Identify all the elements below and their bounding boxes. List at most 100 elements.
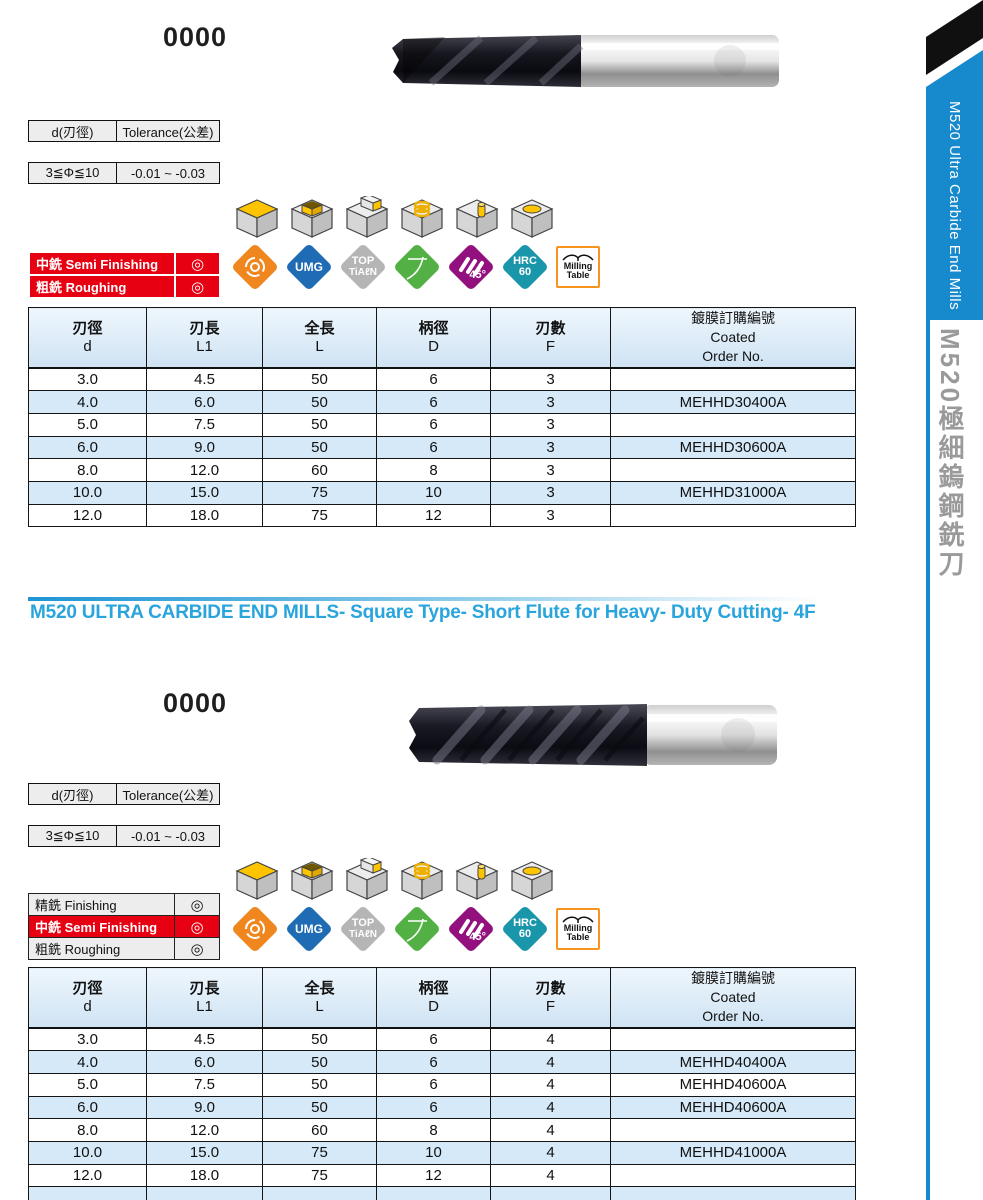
pocket-milling-icon bbox=[510, 199, 554, 238]
table-cell bbox=[490, 1186, 611, 1200]
table-cell: 50 bbox=[262, 366, 377, 392]
table-row: 3.0 4.5 50 6 3 bbox=[28, 366, 856, 392]
tolerance-value: -0.01 ~ -0.03 bbox=[116, 162, 220, 184]
table-row: 中銑 Semi Finishing ◎ bbox=[28, 251, 221, 276]
hardness-label: HRC bbox=[513, 255, 537, 267]
table-cell: 60 bbox=[262, 1118, 377, 1142]
table-cell: MEHHD40600A bbox=[610, 1072, 856, 1097]
table-row: 8.0 12.0 60 8 4 bbox=[28, 1118, 856, 1142]
col-header-flute-length: 刃長 L1 bbox=[146, 307, 263, 369]
grade-mark: ◎ bbox=[174, 251, 221, 276]
table-cell: 15.0 bbox=[146, 480, 263, 505]
table-cell: 75 bbox=[262, 1140, 377, 1165]
umg-label: UMG bbox=[295, 259, 323, 274]
endmill-photo bbox=[409, 704, 777, 766]
tolerance-header-table: d(刃徑) Tolerance(公差) bbox=[28, 120, 220, 142]
table-row: 6.0 9.0 50 6 3 MEHHD30600A bbox=[28, 435, 856, 460]
table-row: 8.0 12.0 60 8 3 bbox=[28, 458, 856, 482]
table-cell: MEHHD30400A bbox=[610, 390, 856, 414]
grade-label: 中銑 Semi Finishing bbox=[28, 251, 176, 276]
table-cell bbox=[262, 1186, 377, 1200]
table-cell: 10.0 bbox=[28, 480, 147, 505]
table-cell: 5.0 bbox=[28, 412, 147, 437]
table-row: 6.0 9.0 50 6 4 MEHHD40600A bbox=[28, 1095, 856, 1120]
diameter-range: 3≦Φ≦10 bbox=[28, 825, 117, 847]
table-row: 12.0 18.0 75 12 3 bbox=[28, 503, 856, 528]
feature-icons-row: UMG TOP TiAℓN 45° bbox=[230, 242, 600, 292]
table-cell: 50 bbox=[262, 1095, 377, 1120]
cutter-icon bbox=[230, 904, 280, 954]
table-cell bbox=[610, 1186, 856, 1200]
table-cell: 4 bbox=[490, 1163, 611, 1188]
product-code: 0000 bbox=[163, 22, 228, 52]
sidebar-tab: M520 Ultra Carbide End Mills bbox=[926, 50, 983, 320]
table-cell: 12 bbox=[376, 503, 491, 528]
table-cell: 50 bbox=[262, 1072, 377, 1097]
table-cell bbox=[610, 1118, 856, 1142]
helix-45-icon: 45° bbox=[446, 904, 496, 954]
table-row: 12.0 18.0 75 12 4 bbox=[28, 1163, 856, 1188]
col-header-diameter: 刃徑 d bbox=[28, 967, 147, 1029]
table-cell: 6.0 bbox=[28, 1095, 147, 1120]
table-cell: 4 bbox=[490, 1026, 611, 1052]
tolerance-value-table: 3≦Φ≦10 -0.01 ~ -0.03 bbox=[28, 825, 220, 847]
feature-icons-row: UMG TOP TiAℓN 45° bbox=[230, 904, 600, 954]
milling-table-label: Table bbox=[566, 270, 590, 280]
table-row: 5.0 7.5 50 6 3 bbox=[28, 412, 856, 437]
hardness-hrc60-icon: HRC 60 bbox=[500, 242, 550, 292]
application-grade-table: 精銑 Finishing ◎ 中銑 Semi Finishing ◎ 粗銑 Ro… bbox=[28, 893, 220, 960]
table-cell: 10 bbox=[376, 1140, 491, 1165]
col-header-shank: 柄徑 D bbox=[376, 307, 491, 369]
umg-material-icon: UMG bbox=[284, 904, 334, 954]
table-row bbox=[28, 1186, 856, 1200]
milling-table-icon: Milling Table bbox=[556, 908, 600, 950]
table-header-row: 刃徑 d 刃長 L1 全長 L 柄徑 D 刃數 F 鍍膜訂購編號 Coated Order N… bbox=[28, 967, 856, 1029]
hardness-hrc60-icon: HRC 60 bbox=[500, 904, 550, 954]
col-header-overall-length: 全長 L bbox=[262, 307, 377, 369]
table-header-row: 刃徑 d 刃長 L1 全長 L 柄徑 D 刃數 F 鍍膜訂購編號 Coated Order N… bbox=[28, 307, 856, 369]
col-header-flutes: 刃數 F bbox=[490, 967, 611, 1029]
top-tialn-coating-icon: TOP TiAℓN bbox=[338, 904, 388, 954]
table-cell: 15.0 bbox=[146, 1140, 263, 1165]
table-cell: 4 bbox=[490, 1072, 611, 1097]
table-cell: 6.0 bbox=[146, 390, 263, 414]
endmill-photo bbox=[392, 35, 779, 87]
table-cell: 6 bbox=[376, 1026, 491, 1052]
coating-label: TiAℓN bbox=[348, 929, 378, 940]
table-cell: 3 bbox=[490, 503, 611, 528]
col-header-order-no: 鍍膜訂購編號 Coated Order No. bbox=[610, 307, 856, 369]
spec-table: 刃徑 d 刃長 L1 全長 L 柄徑 D 刃數 F 鍍膜訂購編號 Coated Order N… bbox=[28, 307, 856, 528]
helix-45-icon: 45° bbox=[446, 242, 496, 292]
table-row: 4.0 6.0 50 6 4 MEHHD40400A bbox=[28, 1050, 856, 1074]
col-header-overall-length: 全長 L bbox=[262, 967, 377, 1029]
application-icons-row bbox=[233, 858, 556, 902]
table-cell bbox=[146, 1186, 263, 1200]
table-row: 5.0 7.5 50 6 4 MEHHD40600A bbox=[28, 1072, 856, 1097]
sidebar-tab-label: M520 Ultra Carbide End Mills bbox=[946, 100, 963, 311]
table-row: 3.0 4.5 50 6 4 bbox=[28, 1026, 856, 1052]
table-cell: MEHHD30600A bbox=[610, 435, 856, 460]
title-rule bbox=[28, 597, 861, 601]
tolerance-value: -0.01 ~ -0.03 bbox=[116, 825, 220, 847]
table-cell: MEHHD31000A bbox=[610, 480, 856, 505]
col-header-flutes: 刃數 F bbox=[490, 307, 611, 369]
table-cell: 7.5 bbox=[146, 412, 263, 437]
table-cell: 3.0 bbox=[28, 366, 147, 392]
table-cell: 4 bbox=[490, 1140, 611, 1165]
application-grade-table: 中銑 Semi Finishing ◎ 粗銑 Roughing ◎ bbox=[28, 251, 221, 299]
hardness-value: 60 bbox=[518, 928, 532, 940]
slotting-icon bbox=[290, 861, 334, 900]
col-header-diameter: 刃徑 d bbox=[28, 307, 147, 369]
grade-label: 精銑 Finishing bbox=[28, 893, 175, 916]
table-cell: 6 bbox=[376, 390, 491, 414]
table-cell: 6 bbox=[376, 1050, 491, 1074]
helix-angle-label: 45° bbox=[469, 269, 486, 281]
face-milling-icon bbox=[235, 861, 279, 900]
hardness-value: 60 bbox=[518, 266, 532, 278]
table-cell: 3 bbox=[490, 458, 611, 482]
cutter-icon bbox=[230, 242, 280, 292]
table-cell: 50 bbox=[262, 1026, 377, 1052]
table-cell: 75 bbox=[262, 480, 377, 505]
corner-profile-icon bbox=[392, 904, 442, 954]
table-cell: 3 bbox=[490, 390, 611, 414]
